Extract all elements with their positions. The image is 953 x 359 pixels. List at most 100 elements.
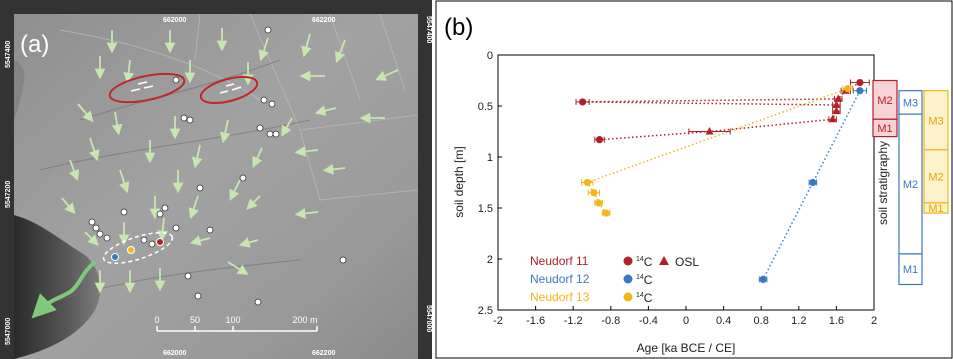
- panel-b-label: (b): [444, 14, 473, 41]
- data-point-c14: [759, 275, 767, 283]
- flow-arrow: [294, 146, 319, 157]
- data-point-osl: [832, 106, 841, 115]
- flow-arrow: [301, 33, 312, 58]
- y-tick-label: 2: [487, 254, 493, 266]
- coord-left-bottom: 5547000: [5, 318, 12, 345]
- sample-point: [194, 292, 202, 300]
- legend-osl: OSL: [675, 255, 699, 269]
- x-tick-label: 1.2: [791, 315, 806, 327]
- sample-point: [260, 96, 268, 104]
- legend-neudorf-11: Neudorf 11: [530, 254, 589, 268]
- sample-point: [156, 210, 164, 218]
- data-point-c14: [594, 199, 603, 207]
- x-tick-label: 2: [871, 315, 877, 327]
- legend-c14-n12: 14C: [636, 273, 653, 287]
- flow-arrow: [189, 235, 211, 246]
- data-point-c14: [809, 178, 817, 187]
- sample-point: [186, 116, 194, 124]
- sample-point: [239, 174, 247, 182]
- flow-arrow: [123, 59, 134, 84]
- data-point-c14: [590, 189, 598, 197]
- legend-neudorf-12: Neudorf 12: [530, 272, 590, 286]
- flow-arrow: [89, 137, 100, 162]
- flow-arrow: [111, 111, 123, 136]
- sample-point: [264, 26, 272, 34]
- x-tick-label: -1.2: [564, 315, 583, 327]
- data-point-osl: [834, 94, 843, 102]
- sample-point: [339, 256, 347, 264]
- x-tick-label: -0.8: [601, 315, 620, 327]
- sample-point: [103, 234, 111, 242]
- scale-label-100: 100: [225, 315, 240, 325]
- data-point-c14: [579, 98, 587, 106]
- sample-point: [148, 240, 156, 248]
- flow-arrow: [314, 105, 337, 116]
- legend-marker-n11-circle: [623, 256, 633, 266]
- strat-label: soil stratigraphy: [876, 141, 890, 225]
- profile-point-yellow: [127, 246, 135, 254]
- panel-a-label: (a): [20, 31, 49, 58]
- flow-arrow: [191, 144, 203, 169]
- y-ticks: 0 0.5 1 1.5 2 2.5: [478, 50, 502, 317]
- strat-unit-n11: [872, 79, 898, 120]
- data-point-c14: [595, 136, 604, 144]
- flow-arrow: [84, 231, 99, 246]
- coord-left-mid: 5547200: [5, 181, 12, 208]
- y-tick-label: 2.5: [478, 305, 493, 317]
- x-ticks: -2 -1.6 -1.2 -0.8 -0.4 0 0.4 0.8 1.2 1.6 2: [493, 306, 877, 327]
- data-point-c14: [844, 85, 852, 93]
- flow-arrow: [334, 39, 346, 64]
- slope-shadow: [14, 60, 25, 120]
- scale-bar: 0 50 100 200 m: [154, 315, 318, 332]
- sample-point: [206, 226, 214, 234]
- legend-marker-n13-circle: [623, 292, 633, 302]
- sample-point: [272, 130, 280, 138]
- scale-label-200: 200 m: [292, 315, 317, 325]
- strat-unit-label: M1: [928, 203, 943, 215]
- sample-point: [161, 204, 169, 212]
- map-panel: 662000 662200 662000 662200 5547400 5547…: [0, 0, 432, 359]
- x-tick-label: -0.4: [639, 315, 658, 327]
- red-ellipse-right: [199, 75, 259, 105]
- chart-frame: [435, 0, 953, 359]
- x-tick-label: 0.8: [754, 315, 769, 327]
- strat-unit-label: M3: [903, 97, 918, 109]
- strat-unit-n12: [898, 253, 923, 286]
- flow-arrow: [281, 117, 293, 137]
- data-point-c14: [856, 78, 864, 87]
- coord-right-bottom: 5547000: [425, 305, 432, 332]
- x-tick-label: -1.6: [526, 315, 545, 327]
- flow-arrow: [188, 195, 199, 220]
- coord-bottom-left: 662000: [163, 350, 186, 357]
- data-point-c14: [602, 209, 610, 217]
- flow-arrow: [252, 147, 263, 168]
- sample-point: [268, 100, 276, 108]
- y-axis-label: soil depth [m]: [452, 146, 466, 217]
- sample-point: [172, 76, 180, 84]
- coord-left-top: 5547400: [5, 41, 12, 68]
- strat-unit-label: M1: [903, 264, 918, 276]
- legend: Neudorf 11 14C OSL Neudorf 12 14C Neudor…: [530, 254, 699, 305]
- scale-label-0: 0: [154, 315, 159, 325]
- legend-c14-n11: 14C: [636, 255, 653, 269]
- coord-bottom-right: 662200: [312, 350, 335, 357]
- chart-panel: (b) -2 -1.6 -1.2 -0.8 -0.4 0 0.4 0.8 1.2 1.6 2 0 0.…: [435, 0, 953, 359]
- flow-arrow: [61, 197, 76, 215]
- flow-arrow: [219, 119, 231, 144]
- y-tick-label: 0: [487, 50, 493, 62]
- data-point-c14: [856, 87, 864, 95]
- sample-point: [140, 236, 148, 244]
- sample-point: [196, 184, 204, 192]
- flow-arrow: [375, 69, 399, 81]
- valley-shadow: [14, 215, 101, 359]
- sample-point: [92, 224, 100, 232]
- strat-unit-label: M2: [928, 171, 943, 183]
- x-tick-label: 0: [683, 315, 689, 327]
- red-ellipse-left: [108, 72, 186, 104]
- flow-arrow: [238, 237, 259, 248]
- y-tick-label: 0.5: [478, 101, 493, 113]
- soil-stratigraphy: M2 M1 M3 M2 M1 M3 M2 M1: [872, 79, 949, 286]
- flow-arrow: [69, 159, 80, 182]
- profile-point-blue: [111, 253, 119, 261]
- data-point-osl: [828, 114, 837, 123]
